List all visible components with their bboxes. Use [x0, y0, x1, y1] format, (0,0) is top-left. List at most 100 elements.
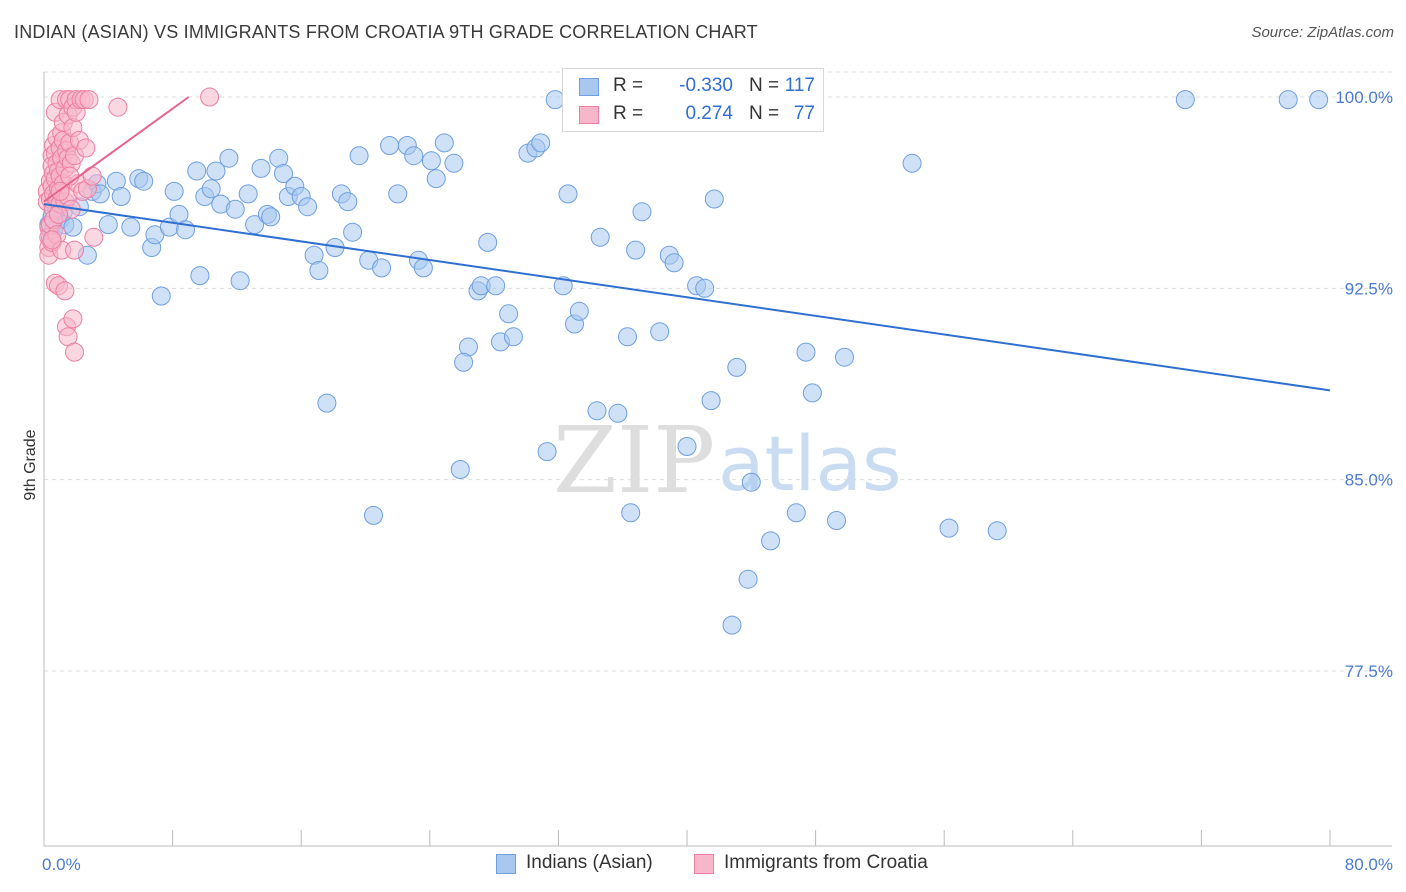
point-croatia [79, 90, 99, 110]
x-tick-label-max: 80.0% [1345, 855, 1393, 874]
r-label: R = [613, 75, 644, 96]
point-indians [618, 327, 637, 347]
watermark-atlas: atlas [718, 419, 902, 508]
point-indians [503, 327, 523, 347]
point-indians [569, 301, 589, 321]
point-indians [261, 207, 281, 227]
point-indians [230, 271, 250, 291]
point-indians [621, 503, 641, 523]
point-indians [309, 261, 329, 280]
point-indians [650, 322, 670, 342]
x-tick-label-min: 0.0% [42, 855, 81, 874]
point-indians [608, 403, 628, 423]
point-indians [632, 202, 652, 222]
point-indians [454, 352, 474, 372]
point-indians [478, 232, 498, 252]
chart-title: INDIAN (ASIAN) VS IMMIGRANTS FROM CROATI… [14, 22, 758, 42]
point-indians [206, 161, 226, 181]
point-indians [98, 215, 118, 235]
point-indians [835, 347, 854, 367]
point-indians [111, 187, 131, 206]
trend-lines [43, 96, 1331, 392]
point-indians [722, 615, 742, 635]
legend-swatch-pink [694, 854, 714, 874]
point-indians [626, 240, 646, 260]
legend-label-indians: Indians (Asian) [526, 852, 653, 873]
point-indians [388, 184, 408, 204]
point-indians [190, 266, 210, 286]
point-indians [426, 169, 446, 189]
point-indians [664, 253, 684, 273]
point-croatia [200, 87, 220, 107]
point-indians [251, 158, 271, 178]
point-indians [802, 383, 822, 403]
point-indians [902, 153, 922, 173]
point-croatia [55, 281, 75, 301]
r-value-croatia: 0.274 [685, 103, 733, 124]
data-points [37, 87, 1329, 635]
point-indians [786, 503, 806, 523]
y-tick-label: 100.0% [1335, 88, 1393, 107]
blue-swatch [579, 78, 599, 96]
y-axis-label: 9th Grade [22, 429, 39, 500]
point-indians [1278, 90, 1298, 110]
point-indians [274, 164, 293, 183]
point-indians [704, 189, 724, 209]
y-tick-label: 85.0% [1345, 471, 1393, 490]
point-indians [987, 521, 1007, 541]
legend-label-croatia: Immigrants from Croatia [724, 852, 928, 873]
point-indians [380, 136, 400, 155]
point-indians [338, 192, 358, 212]
legend-swatch-blue [496, 854, 516, 874]
point-indians [741, 472, 761, 492]
point-indians [201, 179, 221, 199]
trend-line-indians [43, 203, 1331, 392]
chart-source: Source: ZipAtlas.com [1251, 24, 1394, 41]
point-indians [349, 146, 369, 166]
point-indians [444, 153, 464, 173]
point-indians [225, 199, 245, 219]
r-label: R = [613, 103, 644, 124]
point-indians [590, 227, 610, 247]
point-indians [187, 161, 207, 181]
y-tick-label: 77.5% [1345, 662, 1393, 681]
point-indians [827, 511, 846, 530]
point-indians [727, 357, 747, 377]
point-indians [553, 276, 573, 296]
y-tick-label: 92.5% [1345, 279, 1393, 298]
point-indians [558, 184, 578, 204]
n-label: N = [749, 103, 780, 124]
watermark: ZIP atlas [553, 407, 902, 514]
point-indians [63, 217, 83, 237]
point-indians [245, 215, 265, 235]
point-indians [677, 437, 697, 456]
point-croatia [65, 240, 84, 260]
r-value-indians: -0.330 [679, 75, 733, 96]
tick-labels: 100.0% 92.5% 85.0% 77.5% 0.0% 80.0% [42, 88, 1393, 874]
n-value-croatia: 77 [793, 103, 815, 124]
stats-box: R = -0.330 N = 117 R = 0.274 N = 77 [562, 68, 824, 132]
point-indians [1175, 90, 1195, 110]
point-croatia [63, 309, 83, 329]
point-indians [317, 393, 337, 413]
point-croatia [76, 138, 96, 158]
watermark-zip: ZIP [553, 407, 715, 514]
point-croatia [65, 342, 84, 362]
pink-swatch [579, 106, 599, 124]
point-indians [701, 391, 721, 411]
point-croatia [108, 97, 128, 117]
point-indians [404, 146, 424, 166]
point-indians [486, 276, 506, 296]
point-indians [134, 171, 154, 191]
point-indians [450, 460, 470, 479]
point-indians [761, 531, 781, 551]
point-croatia [42, 230, 62, 250]
point-indians [164, 181, 184, 201]
point-indians [939, 518, 959, 538]
point-indians [121, 217, 141, 237]
point-indians [421, 151, 441, 171]
point-indians [1309, 90, 1329, 110]
point-indians [587, 401, 607, 421]
point-indians [537, 442, 557, 462]
